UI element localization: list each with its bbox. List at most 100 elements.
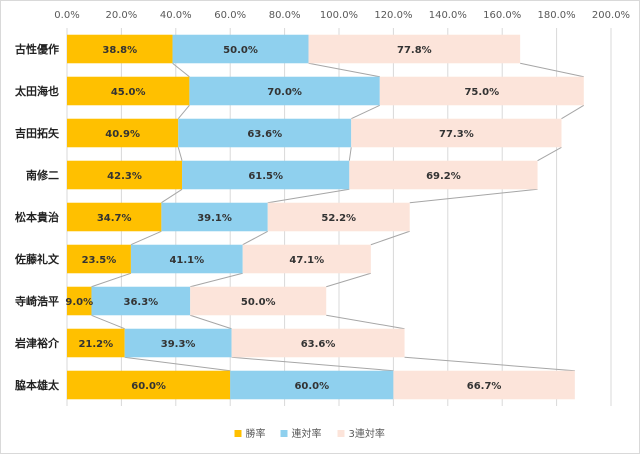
series-connector-line bbox=[91, 272, 132, 288]
x-tick-label: 80.0% bbox=[269, 10, 301, 21]
legend-label: 勝率 bbox=[246, 427, 266, 440]
series-connector-line bbox=[370, 230, 410, 246]
bar-quinella-rate bbox=[178, 118, 352, 148]
bar-trio-rate bbox=[308, 34, 521, 64]
data-label: 70.0% bbox=[267, 87, 302, 98]
data-label: 23.5% bbox=[82, 255, 117, 266]
series-connector-line bbox=[409, 188, 538, 204]
data-label: 39.3% bbox=[161, 339, 196, 350]
series-connector-line bbox=[348, 147, 352, 161]
x-tick-label: 180.0% bbox=[538, 10, 576, 21]
legend-swatch bbox=[234, 430, 242, 437]
data-label: 47.1% bbox=[289, 255, 324, 266]
category-label: 南修二 bbox=[26, 168, 59, 182]
series-connector-line bbox=[351, 104, 381, 120]
series-connector-line bbox=[561, 104, 585, 120]
bar-trio-rate bbox=[267, 202, 410, 232]
data-label: 36.3% bbox=[123, 297, 158, 308]
bar-win-rate bbox=[67, 370, 231, 400]
data-label: 42.3% bbox=[107, 171, 142, 182]
bar-quinella-rate bbox=[130, 244, 243, 274]
series-connector-line bbox=[404, 356, 575, 372]
bar-trio-rate bbox=[351, 118, 562, 148]
series-connector-line bbox=[190, 272, 243, 288]
bar-trio-rate bbox=[190, 286, 327, 316]
series-connector-line bbox=[124, 356, 231, 372]
data-label: 60.0% bbox=[294, 381, 329, 392]
data-label: 50.0% bbox=[223, 45, 258, 56]
category-label: 佐藤礼文 bbox=[14, 252, 60, 266]
series-connector-line bbox=[242, 230, 268, 246]
data-label: 34.7% bbox=[97, 213, 132, 224]
bar-quinella-rate bbox=[172, 34, 309, 64]
series-connector-line bbox=[190, 314, 232, 330]
x-tick-label: 100.0% bbox=[320, 10, 358, 21]
data-label: 63.6% bbox=[247, 129, 282, 140]
x-tick-label: 140.0% bbox=[429, 10, 467, 21]
bar-win-rate bbox=[67, 160, 183, 190]
series-connector-line bbox=[177, 147, 183, 161]
data-label: 60.0% bbox=[131, 381, 166, 392]
series-connector-line bbox=[308, 62, 380, 78]
bar-quinella-rate bbox=[161, 202, 268, 232]
bar-win-rate bbox=[67, 202, 162, 232]
category-label: 太田海也 bbox=[14, 84, 59, 98]
category-label: 脇本雄太 bbox=[15, 378, 60, 392]
x-tick-label: 60.0% bbox=[214, 10, 246, 21]
legend-label: 連対率 bbox=[292, 427, 322, 440]
bar-quinella-rate bbox=[124, 328, 232, 358]
bar-trio-rate bbox=[379, 76, 584, 106]
series-connector-line bbox=[161, 188, 183, 204]
x-tick-label: 20.0% bbox=[106, 10, 138, 21]
bar-win-rate bbox=[67, 286, 92, 316]
data-label: 50.0% bbox=[241, 297, 276, 308]
series-connector-line bbox=[177, 104, 190, 120]
data-label: 63.6% bbox=[301, 339, 336, 350]
x-tick-label: 40.0% bbox=[160, 10, 192, 21]
category-label: 吉田拓矢 bbox=[15, 126, 60, 140]
x-tick-label: 0.0% bbox=[54, 10, 79, 21]
bar-win-rate bbox=[67, 76, 190, 106]
data-label: 40.9% bbox=[105, 129, 140, 140]
bar-quinella-rate bbox=[189, 76, 380, 106]
bar-quinella-rate bbox=[91, 286, 191, 316]
data-label: 77.8% bbox=[397, 45, 432, 56]
data-label: 21.2% bbox=[78, 339, 113, 350]
series-connector-line bbox=[130, 230, 162, 246]
x-tick-label: 160.0% bbox=[483, 10, 521, 21]
bar-win-rate bbox=[67, 34, 173, 64]
category-label: 寺崎浩平 bbox=[15, 294, 59, 308]
data-label: 38.8% bbox=[102, 45, 137, 56]
data-label: 66.7% bbox=[467, 381, 502, 392]
bar-win-rate bbox=[67, 328, 125, 358]
series-connector-line bbox=[267, 188, 350, 204]
bar-trio-rate bbox=[349, 160, 538, 190]
series-connector-line bbox=[231, 356, 394, 372]
data-label: 61.5% bbox=[248, 171, 283, 182]
x-tick-label: 120.0% bbox=[374, 10, 412, 21]
legend-swatch bbox=[337, 430, 345, 437]
data-label: 41.1% bbox=[169, 255, 204, 266]
bar-trio-rate bbox=[231, 328, 405, 358]
series-connector-line bbox=[91, 314, 125, 330]
series-connector-line bbox=[520, 62, 584, 78]
data-label: 69.2% bbox=[426, 171, 461, 182]
category-label: 古性優作 bbox=[15, 42, 59, 56]
bar-win-rate bbox=[67, 118, 179, 148]
legend-swatch bbox=[280, 430, 288, 437]
data-label: 9.0% bbox=[65, 297, 93, 308]
bar-quinella-rate bbox=[230, 370, 394, 400]
series-connector-line bbox=[172, 62, 190, 78]
legend-label: 3連対率 bbox=[349, 427, 385, 440]
series-connector-line bbox=[326, 314, 405, 330]
data-label: 77.3% bbox=[439, 129, 474, 140]
category-label: 岩津裕介 bbox=[14, 336, 60, 350]
data-label: 39.1% bbox=[197, 213, 232, 224]
data-label: 52.2% bbox=[321, 213, 356, 224]
category-label: 松本貴治 bbox=[15, 210, 59, 224]
data-label: 45.0% bbox=[111, 87, 146, 98]
bar-trio-rate bbox=[393, 370, 575, 400]
bar-win-rate bbox=[67, 244, 131, 274]
series-connector-line bbox=[537, 146, 562, 162]
